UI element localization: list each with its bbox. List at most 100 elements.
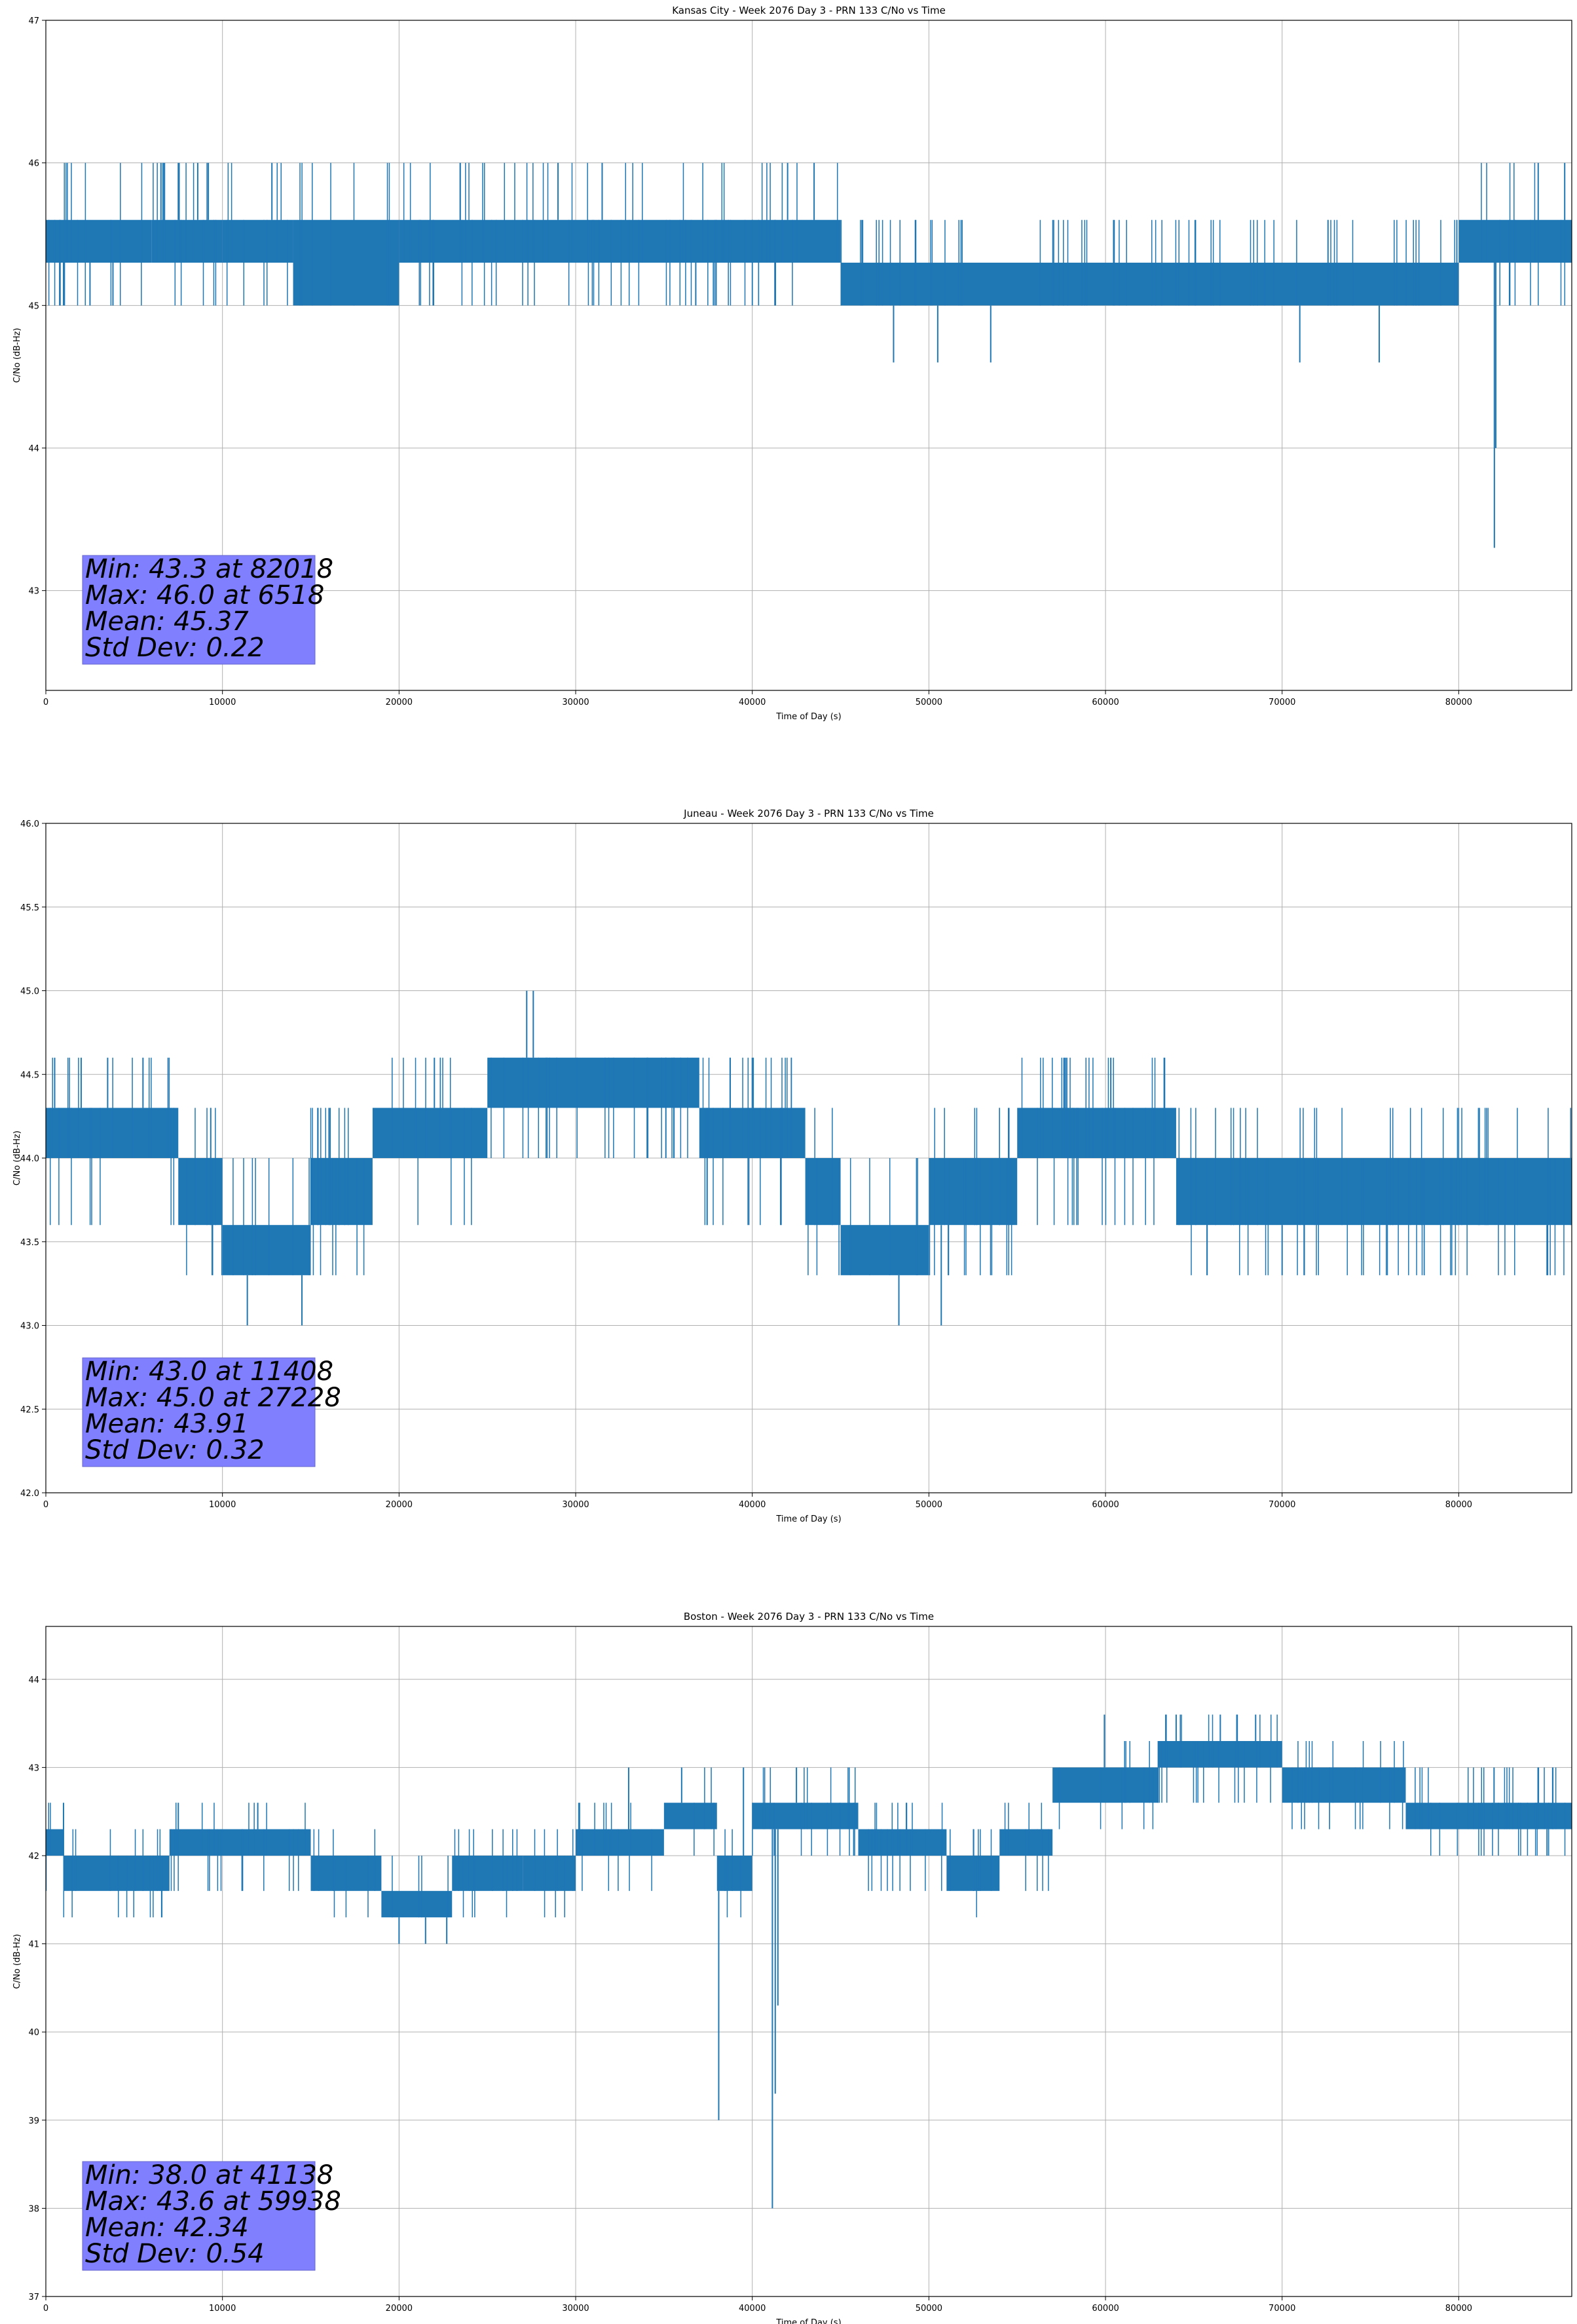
x-tick-label: 50000 xyxy=(916,698,942,707)
stats-mean: Mean: 43.91 xyxy=(85,1409,249,1439)
y-tick-label: 42 xyxy=(28,1852,39,1862)
y-tick-label: 44 xyxy=(28,1676,39,1685)
data-band xyxy=(663,1803,717,1829)
stats-max: Max: 46.0 at 6518 xyxy=(85,580,324,610)
y-tick-label: 46 xyxy=(28,159,39,169)
stats-std: Std Dev: 0.54 xyxy=(85,2239,265,2269)
y-tick-label: 40 xyxy=(28,2028,39,2038)
chart-panel: 0 10000 20000 30000 40000 50000 60000 70000 8000… xyxy=(12,5,1572,722)
series-cno xyxy=(46,990,1572,1326)
x-tick-label: 60000 xyxy=(1092,698,1119,707)
x-tick-label: 20000 xyxy=(386,1500,413,1510)
y-tick-label: 39 xyxy=(28,2116,39,2126)
data-band xyxy=(381,1890,453,1918)
y-tick-label: 44.0 xyxy=(20,1154,39,1164)
data-band xyxy=(576,1829,664,1856)
x-axis-label: Time of Day (s) xyxy=(775,2318,841,2324)
x-tick-label: 60000 xyxy=(1092,1500,1119,1510)
x-tick-label: 30000 xyxy=(562,698,589,707)
x-axis-label: Time of Day (s) xyxy=(775,1514,841,1524)
data-band xyxy=(1158,1740,1282,1768)
chart-panel: 0 10000 20000 30000 40000 50000 60000 70000 8000… xyxy=(12,808,1572,1524)
y-tick-label: 46.0 xyxy=(20,819,39,829)
stats-box-bg xyxy=(82,555,316,665)
y-tick-label: 41 xyxy=(28,1940,39,1950)
x-tick-label: 10000 xyxy=(209,2304,236,2314)
series-cno xyxy=(45,1714,1572,2209)
stats-mean: Mean: 45.37 xyxy=(85,607,249,637)
x-tick-label: 0 xyxy=(43,698,48,707)
stats-box-bg xyxy=(82,2161,316,2271)
y-tick-label: 43.5 xyxy=(20,1238,39,1248)
stats-mean: Mean: 42.34 xyxy=(85,2213,249,2243)
y-axis-label: C/No (dB-Hz) xyxy=(12,328,22,383)
data-band xyxy=(487,1057,699,1108)
y-tick-label: 42.0 xyxy=(20,1489,39,1499)
x-tick-label: 50000 xyxy=(916,2304,942,2314)
x-tick-label: 20000 xyxy=(386,2304,413,2314)
data-band xyxy=(1282,1767,1406,1803)
chart-title: Boston - Week 2076 Day 3 - PRN 133 C/No … xyxy=(684,1611,934,1622)
x-tick-label: 0 xyxy=(43,1500,48,1510)
data-band xyxy=(63,1855,170,1891)
stats-min: Min: 38.0 at 41138 xyxy=(85,2160,333,2190)
data-band xyxy=(929,1158,1018,1226)
y-tick-label: 38 xyxy=(28,2204,39,2214)
chart-title: Juneau - Week 2076 Day 3 - PRN 133 C/No … xyxy=(683,808,934,819)
x-tick-label: 10000 xyxy=(209,1500,236,1510)
y-tick-label: 45.0 xyxy=(20,987,39,997)
y-tick-label: 47 xyxy=(28,16,39,26)
y-tick-label: 44.5 xyxy=(20,1070,39,1080)
data-band xyxy=(372,1108,488,1158)
data-band xyxy=(222,219,293,263)
x-tick-label: 20000 xyxy=(386,698,413,707)
x-tick-label: 70000 xyxy=(1269,2304,1295,2314)
stats-std: Std Dev: 0.22 xyxy=(85,633,265,663)
data-band xyxy=(840,1225,929,1275)
y-tick-label: 45.5 xyxy=(20,903,39,913)
x-tick-label: 80000 xyxy=(1445,698,1472,707)
stats-std: Std Dev: 0.32 xyxy=(85,1435,265,1465)
x-tick-label: 30000 xyxy=(562,2304,589,2314)
y-tick-label: 45 xyxy=(28,301,39,311)
data-band xyxy=(46,1108,179,1158)
chart-panel: 0 10000 20000 30000 40000 50000 60000 70000 8000… xyxy=(12,1611,1572,2324)
data-band xyxy=(858,1829,947,1856)
data-band xyxy=(699,1108,806,1158)
data-band xyxy=(169,1829,311,1856)
data-band xyxy=(716,1855,752,1891)
data-band xyxy=(1052,1767,1159,1803)
x-tick-label: 40000 xyxy=(739,1500,766,1510)
data-band xyxy=(1017,1108,1176,1158)
x-axis-label: Time of Day (s) xyxy=(775,712,841,722)
data-band xyxy=(805,1158,841,1226)
y-axis-label: C/No (dB-Hz) xyxy=(12,1131,22,1186)
x-tick-label: 40000 xyxy=(739,698,766,707)
x-tick-label: 40000 xyxy=(739,2304,766,2314)
data-band xyxy=(523,1855,576,1891)
x-tick-label: 80000 xyxy=(1445,2304,1472,2314)
y-tick-label: 44 xyxy=(28,444,39,454)
data-band xyxy=(310,1158,373,1226)
data-band xyxy=(1176,1158,1572,1226)
data-band xyxy=(452,1855,523,1891)
x-tick-label: 30000 xyxy=(562,1500,589,1510)
x-tick-label: 70000 xyxy=(1269,1500,1295,1510)
y-tick-label: 37 xyxy=(28,2293,39,2302)
data-band xyxy=(46,219,152,263)
x-tick-label: 60000 xyxy=(1092,2304,1119,2314)
stats-max: Max: 43.6 at 59938 xyxy=(85,2186,341,2217)
data-band xyxy=(752,1803,859,1829)
x-tick-label: 50000 xyxy=(916,1500,942,1510)
y-tick-label: 42.5 xyxy=(20,1405,39,1415)
x-tick-label: 0 xyxy=(43,2304,48,2314)
y-tick-label: 43.0 xyxy=(20,1322,39,1332)
y-tick-label: 43 xyxy=(28,1763,39,1773)
stats-min: Min: 43.3 at 82018 xyxy=(85,554,333,584)
data-band xyxy=(840,263,1459,306)
series-cno xyxy=(46,162,1572,548)
